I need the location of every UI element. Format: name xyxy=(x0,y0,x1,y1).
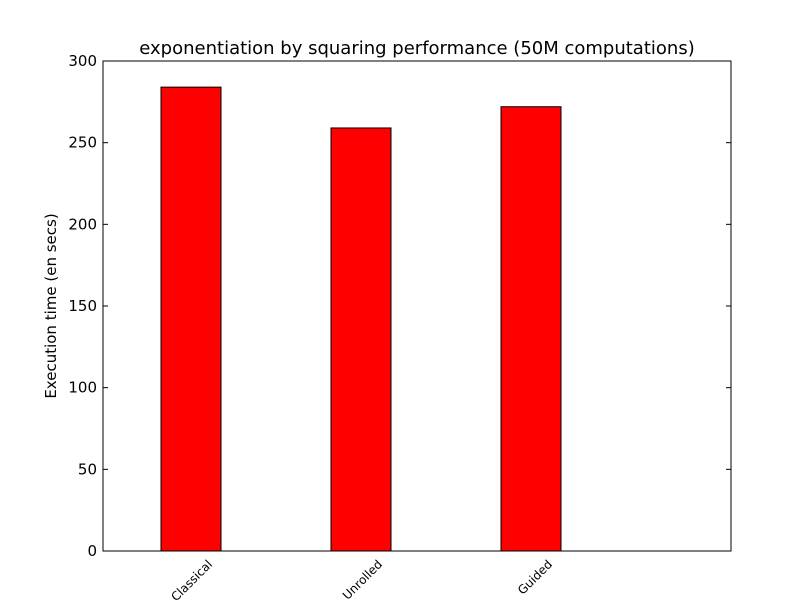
y-axis-label: Execution time (en secs) xyxy=(42,213,60,398)
x-tick-label: Classical xyxy=(168,557,215,604)
y-tick-label: 300 xyxy=(68,52,97,70)
x-axis: Classical Unrolled Guided xyxy=(168,557,555,604)
x-tick-label: Guided xyxy=(515,557,555,597)
y-tick-label: 100 xyxy=(68,379,97,397)
bar-classical xyxy=(160,86,222,552)
y-tick-label: 200 xyxy=(68,215,97,233)
y-tick-label: 150 xyxy=(68,297,97,315)
bar-unrolled xyxy=(330,127,392,552)
y-tick-label: 50 xyxy=(78,460,97,478)
chart-title: exponentiation by squaring performance (… xyxy=(139,38,694,59)
x-tick-label: Unrolled xyxy=(340,557,385,602)
y-tick-label: 250 xyxy=(68,134,97,152)
y-axis: 0 50 100 150 200 250 300 xyxy=(68,52,731,560)
bars-layer xyxy=(160,86,562,552)
y-tick-label: 0 xyxy=(87,542,97,560)
bar-guided xyxy=(500,106,562,552)
